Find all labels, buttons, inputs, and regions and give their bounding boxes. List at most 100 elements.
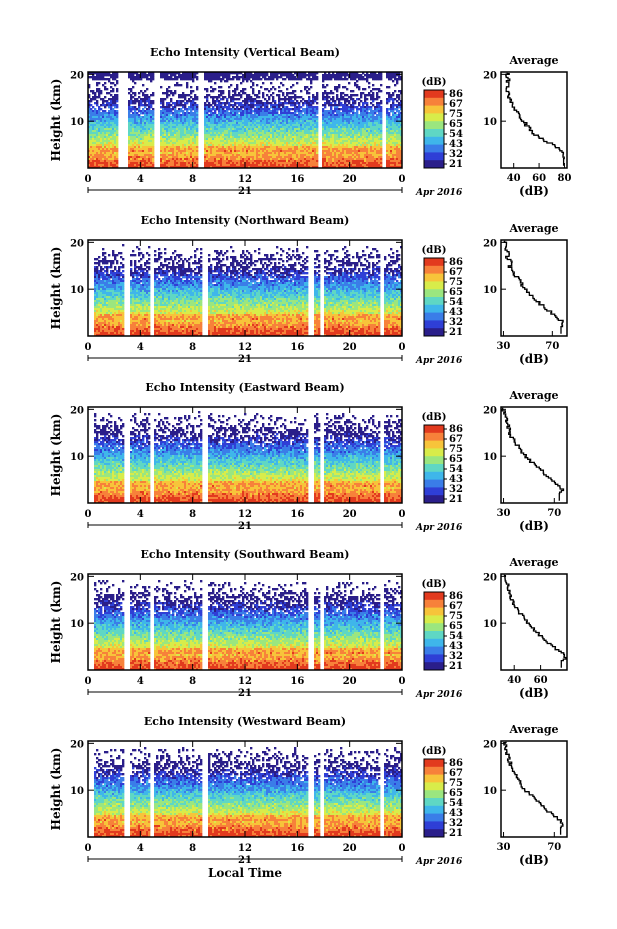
heatmap-cell [228,144,230,146]
heatmap-cell [150,162,152,164]
heatmap-cell [186,146,188,148]
heatmap-cell [218,90,220,92]
heatmap-cell [204,144,206,146]
heatmap-cell [340,128,342,130]
heatmap-cell [360,152,362,154]
heatmap-cell [346,126,348,128]
heatmap-cell [178,152,180,154]
heatmap-cell [230,136,232,138]
heatmap-cell [248,156,250,158]
heatmap-cell [128,106,130,108]
heatmap-cell [216,74,218,76]
heatmap-cell [132,154,134,156]
heatmap-cell [168,138,170,140]
heatmap-cell [268,136,270,138]
heatmap-cell [328,126,330,128]
heatmap-cell [190,158,192,160]
heatmap-cell [224,136,226,138]
heatmap-cell [282,84,284,86]
heatmap-cell [168,154,170,156]
heatmap-cell [308,162,310,164]
heatmap-cell [322,98,324,100]
heatmap-cell [160,160,162,162]
heatmap-cell [188,118,190,120]
heatmap-cell [90,154,92,156]
heatmap-cell [208,122,210,124]
heatmap-cell [144,116,146,118]
heatmap-cell [180,136,182,138]
heatmap-cell [306,134,308,136]
heatmap-cell [224,162,226,164]
heatmap-cell [176,128,178,130]
heatmap-cell [190,96,192,98]
heatmap-cell [136,150,138,152]
heatmap-cell [302,126,304,128]
heatmap-cell [362,110,364,112]
heatmap-cell [192,146,194,148]
heatmap-cell [304,136,306,138]
heatmap-cell [190,146,192,148]
heatmap-cell [268,108,270,110]
heatmap-cell [350,150,352,152]
heatmap-cell [98,122,100,124]
heatmap-cell [106,138,108,140]
heatmap-cell [246,150,248,152]
heatmap-cell [160,98,162,100]
heatmap-cell [114,122,116,124]
heatmap-cell [304,156,306,158]
heatmap-cell [328,156,330,158]
heatmap-cell [334,152,336,154]
heatmap-cell [206,162,208,164]
heatmap-cell [294,130,296,132]
heatmap-cell [214,102,216,104]
heatmap-cell [356,138,358,140]
heatmap-cell [134,76,136,78]
heatmap-cell [266,94,268,96]
heatmap-cell [220,114,222,116]
heatmap-cell [150,154,152,156]
heatmap-cell [360,108,362,110]
heatmap-cell [286,102,288,104]
heatmap-cell [108,140,110,142]
heatmap-cell [210,112,212,114]
heatmap-cell [212,162,214,164]
heatmap-cell [112,98,114,100]
heatmap-cell [312,162,314,164]
heatmap-cell [322,164,324,166]
heatmap-cell [306,160,308,162]
heatmap-cell [288,118,290,120]
heatmap-cell [176,136,178,138]
heatmap-cell [332,144,334,146]
heatmap-cell [340,156,342,158]
heatmap-cell [174,130,176,132]
heatmap-cell [218,112,220,114]
heatmap-cell [250,74,252,76]
heatmap-cell [234,104,236,106]
heatmap-cell [140,98,142,100]
heatmap-cell [138,132,140,134]
heatmap-cell [166,92,168,94]
heatmap-cell [326,164,328,166]
heatmap-cell [274,106,276,108]
heatmap-cell [138,96,140,98]
heatmap-cell [184,146,186,148]
heatmap-cell [256,74,258,76]
heatmap-cell [354,132,356,134]
heatmap-cell [130,154,132,156]
heatmap-cell [246,146,248,148]
heatmap-cell [242,116,244,118]
heatmap-cell [362,144,364,146]
heatmap-cell [152,122,154,124]
heatmap-cell [326,114,328,116]
heatmap-cell [212,100,214,102]
heatmap-cell [232,148,234,150]
heatmap-cell [328,114,330,116]
heatmap-cell [212,96,214,98]
heatmap-cell [210,104,212,106]
heatmap-cell [184,96,186,98]
heatmap-cell [308,154,310,156]
heatmap-cell [368,92,370,94]
heatmap-cell [272,112,274,114]
heatmap-cell [274,128,276,130]
heatmap-cell [140,90,142,92]
